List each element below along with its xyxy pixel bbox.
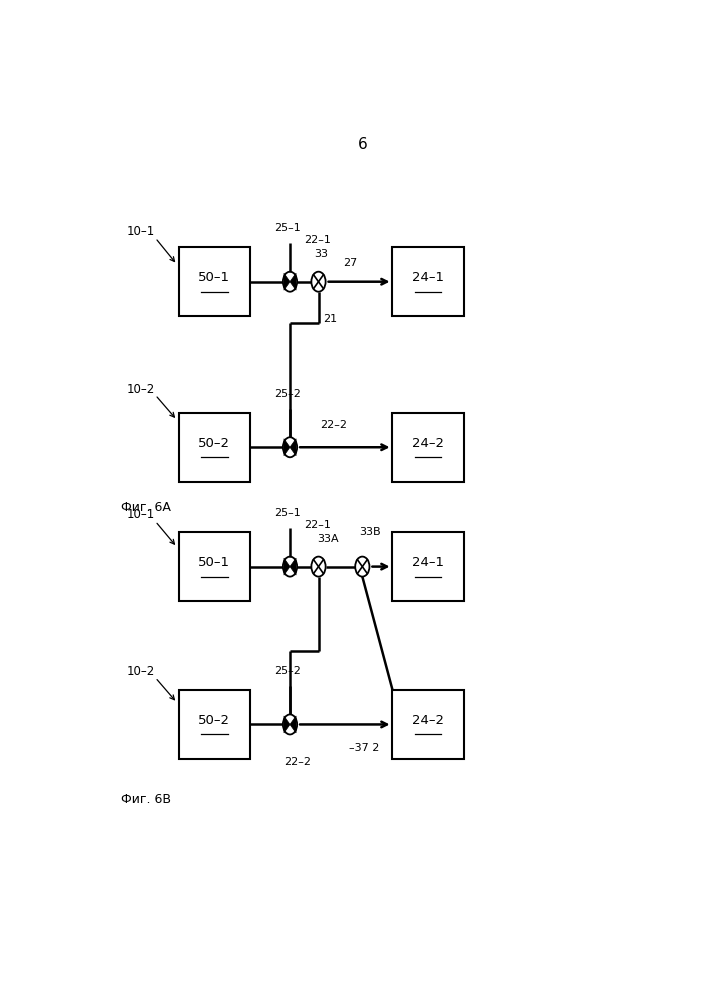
Text: –37 2: –37 2 (349, 743, 380, 753)
Text: 25–1: 25–1 (274, 223, 300, 233)
Bar (179, 532, 250, 601)
Polygon shape (284, 558, 290, 575)
Polygon shape (284, 716, 290, 733)
Text: 24–1: 24–1 (412, 556, 444, 569)
Text: 50–2: 50–2 (199, 714, 230, 727)
Text: 25–1: 25–1 (274, 508, 300, 518)
Polygon shape (284, 439, 290, 456)
Text: 10–2: 10–2 (127, 383, 155, 396)
Text: 33А: 33А (317, 534, 339, 544)
Text: 22–1: 22–1 (304, 235, 331, 245)
Text: 25–2: 25–2 (274, 389, 300, 399)
Bar (392, 690, 464, 759)
Text: 24–1: 24–1 (412, 271, 444, 284)
Text: 22–2: 22–2 (284, 757, 310, 767)
Text: 50–1: 50–1 (199, 271, 230, 284)
Text: 10–2: 10–2 (127, 665, 155, 678)
Text: Фиг. 6В: Фиг. 6В (122, 793, 171, 806)
Text: 10–1: 10–1 (127, 225, 155, 238)
Text: Фиг. 6А: Фиг. 6А (122, 501, 171, 514)
Polygon shape (290, 273, 296, 290)
Text: 33В: 33В (360, 527, 381, 537)
Text: 22–2: 22–2 (320, 420, 347, 430)
Bar (392, 247, 464, 316)
Text: 24–2: 24–2 (412, 714, 444, 727)
Bar (392, 413, 464, 482)
Polygon shape (290, 439, 296, 456)
Text: 27: 27 (343, 258, 358, 268)
Text: 33: 33 (314, 249, 328, 259)
Text: 25–2: 25–2 (274, 666, 300, 676)
Bar (179, 247, 250, 316)
Polygon shape (284, 273, 290, 290)
Text: 21: 21 (323, 314, 337, 324)
Bar (179, 690, 250, 759)
Text: 22–1: 22–1 (304, 520, 331, 530)
Text: 6: 6 (358, 137, 367, 152)
Polygon shape (290, 558, 296, 575)
Text: 50–2: 50–2 (199, 437, 230, 450)
Polygon shape (290, 716, 296, 733)
Text: 24–2: 24–2 (412, 437, 444, 450)
Bar (179, 413, 250, 482)
Text: 10–1: 10–1 (127, 508, 155, 521)
Bar (392, 532, 464, 601)
Text: 50–1: 50–1 (199, 556, 230, 569)
